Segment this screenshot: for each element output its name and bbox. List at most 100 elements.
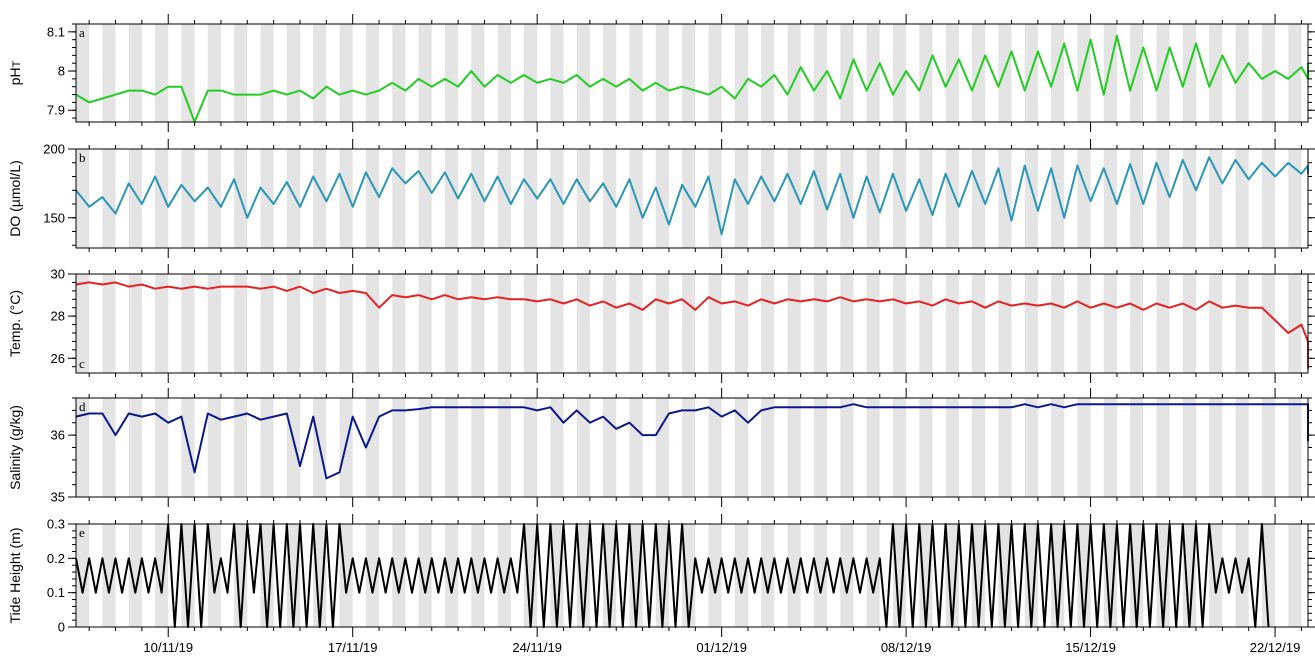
night-shading-band (998, 524, 1012, 627)
y-tick-label: 0 (58, 620, 65, 635)
night-shading-band (1156, 524, 1170, 627)
night-shading-band (1156, 398, 1170, 497)
y-tick-label: 28 (51, 309, 65, 324)
night-shading-band (1261, 24, 1276, 122)
night-shading-band (365, 398, 380, 497)
night-shading-band (286, 24, 300, 122)
night-shading-band (761, 524, 775, 627)
night-shading-band (286, 524, 300, 627)
night-shading-band (365, 24, 380, 122)
night-shading-band (813, 24, 828, 122)
night-shading-band (102, 274, 116, 373)
night-shading-band (1156, 24, 1170, 122)
night-shading-band (181, 24, 195, 122)
night-shading-band (603, 274, 617, 373)
night-shading-band (682, 24, 696, 122)
night-shading-band (576, 398, 590, 497)
panel-a: 7.9 8 8.1 pHT a (7, 14, 1315, 132)
night-shading-band (1261, 524, 1276, 627)
night-shading-band (629, 24, 643, 122)
night-shading-band (128, 24, 142, 122)
series-line-e (75, 523, 1270, 628)
y-axis-label-e: Tide Height (m) (7, 528, 23, 624)
night-shading-band (892, 24, 907, 122)
night-shading-band (260, 398, 274, 497)
night-shading-band (1051, 524, 1065, 627)
x-tick-label: 08/12/19 (881, 640, 932, 655)
night-shading-band (708, 524, 722, 627)
night-shading-band (339, 24, 353, 122)
night-shading-band (207, 398, 221, 497)
night-shading-band (866, 149, 880, 248)
y-tick-label: 0.3 (47, 517, 65, 532)
night-shading-band (260, 24, 274, 122)
night-shading-band (1077, 524, 1091, 627)
night-shading-band (629, 524, 643, 627)
night-shading-band (128, 274, 142, 373)
night-shading-band (840, 24, 854, 122)
panel-letter-c: c (79, 356, 85, 371)
night-shading-band (444, 398, 459, 497)
night-shading-band (1288, 524, 1302, 627)
night-shading-band (1051, 274, 1065, 373)
night-shading-band (418, 524, 432, 627)
panel-frame (75, 273, 1309, 374)
night-shading-band (1024, 274, 1038, 373)
night-shading-band (181, 274, 195, 373)
y-tick-label: 150 (43, 210, 65, 225)
night-shading-band (76, 274, 90, 373)
night-shading-band (1182, 524, 1196, 627)
night-shading-band (550, 398, 564, 497)
night-shading-band (866, 524, 880, 627)
night-shading-band (1209, 274, 1223, 373)
night-shading-band (471, 524, 485, 627)
night-shading-band (945, 274, 959, 373)
night-shading-band (708, 398, 722, 497)
night-shading-band (418, 24, 432, 122)
night-shading-band (339, 274, 353, 373)
night-shading-band (787, 24, 801, 122)
night-shading-band (866, 24, 880, 122)
night-shading-band (1103, 274, 1117, 373)
night-shading-band (1130, 24, 1144, 122)
night-shading-band (576, 149, 590, 248)
night-shading-band (365, 524, 380, 627)
night-shading-band (102, 398, 116, 497)
panel-frame (75, 148, 1309, 249)
night-shading-band (418, 274, 432, 373)
x-tick-label: 17/11/19 (328, 640, 378, 655)
night-shading-band (787, 524, 801, 627)
y-tick-label: 36 (51, 428, 65, 443)
night-shading-band (787, 274, 801, 373)
series-line-c (75, 281, 1309, 369)
night-shading-band (1182, 149, 1196, 248)
x-tick-label: 22/12/19 (1250, 640, 1301, 655)
night-shading-band (128, 524, 142, 627)
night-shading-band (471, 24, 485, 122)
series-line-b (75, 156, 1309, 236)
night-shading-band (76, 524, 90, 627)
night-shading-band (313, 524, 327, 627)
panel-d: 35 36 Salinity (g/kg) d (7, 388, 1315, 507)
night-shading-band (550, 274, 564, 373)
night-shading-band (524, 149, 538, 248)
night-shading-band (102, 149, 116, 248)
night-shading-band (892, 524, 907, 627)
y-tick-label: 7.9 (47, 103, 65, 118)
x-axis-labels: 10/11/19 17/11/19 24/11/19 01/12/19 08/12/19… (143, 640, 1300, 655)
night-shading-band (365, 274, 380, 373)
night-shading-band (524, 24, 538, 122)
night-shading-band (1288, 274, 1302, 373)
night-shading-band (444, 24, 459, 122)
x-tick-label: 24/11/19 (512, 640, 562, 655)
night-shading-band (1024, 149, 1038, 248)
x-tick-label: 15/12/19 (1065, 640, 1116, 655)
night-shading-band (286, 398, 300, 497)
panel-letter-e: e (79, 525, 85, 540)
night-shading-band (813, 149, 828, 248)
panel-letter-b: b (79, 150, 86, 165)
night-shading-band (1103, 398, 1117, 497)
night-shading-band (734, 524, 748, 627)
y-tick-label: 8 (58, 64, 65, 79)
night-shading-band (787, 398, 801, 497)
